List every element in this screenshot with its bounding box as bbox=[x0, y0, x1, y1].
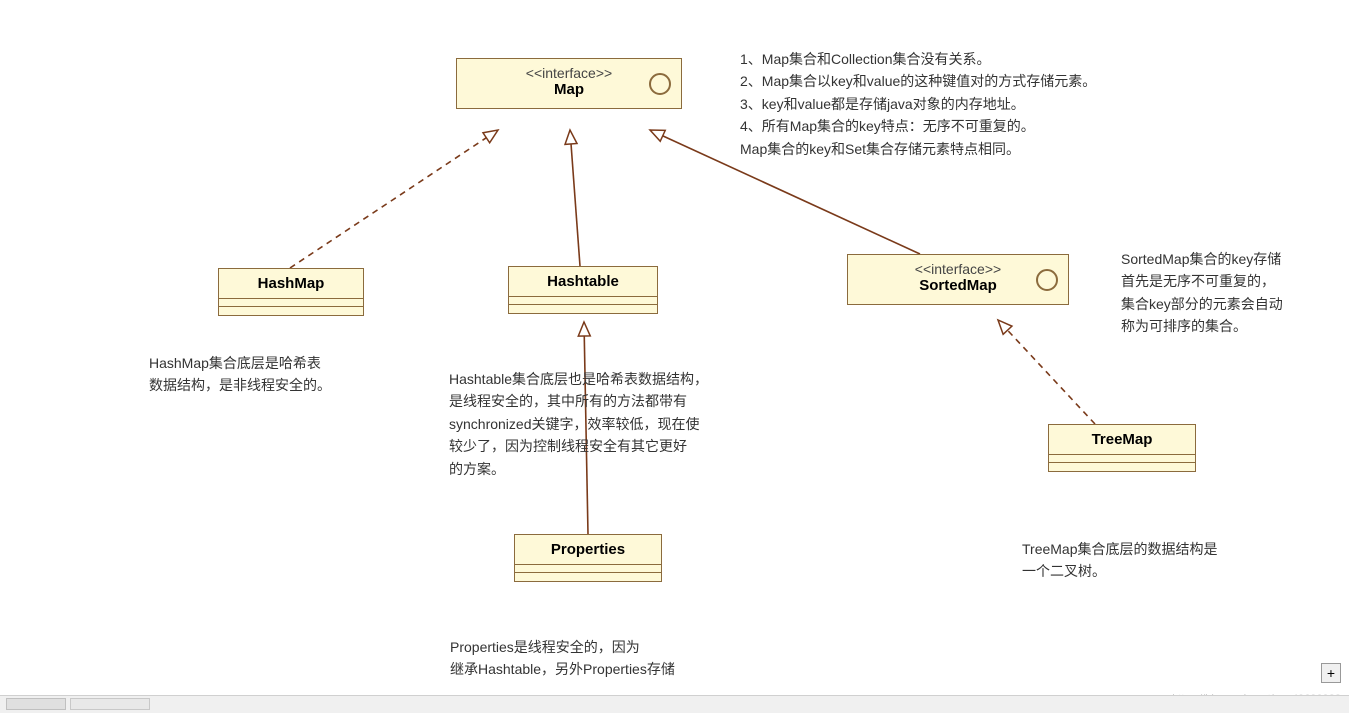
anno-line: 一个二叉树。 bbox=[1022, 560, 1218, 582]
sortedmap-name: SortedMap bbox=[860, 277, 1056, 294]
treemap-name: TreeMap bbox=[1049, 425, 1195, 455]
anno-line: 4、所有Map集合的key特点：无序不可重复的。 bbox=[740, 115, 1096, 137]
zoom-in-button[interactable]: + bbox=[1321, 663, 1341, 683]
annotation-hashtable: Hashtable集合底层也是哈希表数据结构， 是线程安全的，其中所有的方法都带… bbox=[449, 368, 708, 480]
anno-line: HashMap集合底层是哈希表 bbox=[149, 352, 331, 374]
node-hashtable-class: Hashtable bbox=[508, 266, 658, 314]
interface-circle-icon bbox=[1036, 269, 1058, 291]
uml-section bbox=[219, 299, 363, 307]
uml-section bbox=[509, 297, 657, 305]
bottom-scrollbar[interactable] bbox=[0, 695, 1349, 713]
annotation-sortedmap: SortedMap集合的key存储 首先是无序不可重复的， 集合key部分的元素… bbox=[1121, 248, 1283, 338]
edge-treemap-sortedmap bbox=[998, 320, 1095, 424]
hashtable-name: Hashtable bbox=[509, 267, 657, 297]
anno-line: Properties是线程安全的，因为 bbox=[450, 636, 675, 658]
uml-section bbox=[509, 305, 657, 313]
anno-line: 3、key和value都是存储java对象的内存地址。 bbox=[740, 93, 1096, 115]
scrollbar-segment[interactable] bbox=[70, 698, 150, 710]
properties-name: Properties bbox=[515, 535, 661, 565]
interface-circle-icon bbox=[649, 73, 671, 95]
node-properties-class: Properties bbox=[514, 534, 662, 582]
edge-hashtable-map bbox=[570, 130, 580, 266]
node-sortedmap-interface: <<interface>> SortedMap bbox=[847, 254, 1069, 305]
anno-line: 1、Map集合和Collection集合没有关系。 bbox=[740, 48, 1096, 70]
anno-line: TreeMap集合底层的数据结构是 bbox=[1022, 538, 1218, 560]
anno-line: 首先是无序不可重复的， bbox=[1121, 270, 1283, 292]
annotation-properties: Properties是线程安全的，因为 继承Hashtable，另外Proper… bbox=[450, 636, 675, 681]
anno-line: 较少了，因为控制线程安全有其它更好 bbox=[449, 435, 708, 457]
node-hashmap-class: HashMap bbox=[218, 268, 364, 316]
annotation-top-right: 1、Map集合和Collection集合没有关系。 2、Map集合以key和va… bbox=[740, 48, 1096, 160]
anno-line: 的方案。 bbox=[449, 458, 708, 480]
uml-section bbox=[1049, 455, 1195, 463]
map-stereotype: <<interface>> bbox=[469, 65, 669, 81]
uml-section bbox=[515, 573, 661, 581]
uml-section bbox=[515, 565, 661, 573]
edge-hashmap-map bbox=[290, 130, 498, 268]
anno-line: 称为可排序的集合。 bbox=[1121, 315, 1283, 337]
annotation-treemap: TreeMap集合底层的数据结构是 一个二叉树。 bbox=[1022, 538, 1218, 583]
uml-section bbox=[219, 307, 363, 315]
node-map-interface: <<interface>> Map bbox=[456, 58, 682, 109]
anno-line: Map集合的key和Set集合存储元素特点相同。 bbox=[740, 138, 1096, 160]
map-name: Map bbox=[469, 81, 669, 98]
node-treemap-class: TreeMap bbox=[1048, 424, 1196, 472]
anno-line: 集合key部分的元素会自动 bbox=[1121, 293, 1283, 315]
anno-line: 2、Map集合以key和value的这种键值对的方式存储元素。 bbox=[740, 70, 1096, 92]
anno-line: SortedMap集合的key存储 bbox=[1121, 248, 1283, 270]
sortedmap-stereotype: <<interface>> bbox=[860, 261, 1056, 277]
anno-line: 是线程安全的，其中所有的方法都带有 bbox=[449, 390, 708, 412]
annotation-hashmap: HashMap集合底层是哈希表 数据结构，是非线程安全的。 bbox=[149, 352, 331, 397]
anno-line: synchronized关键字，效率较低，现在使 bbox=[449, 413, 708, 435]
anno-line: 数据结构，是非线程安全的。 bbox=[149, 374, 331, 396]
hashmap-name: HashMap bbox=[219, 269, 363, 299]
uml-section bbox=[1049, 463, 1195, 471]
diagram-canvas: <<interface>> Map HashMap Hashtable <<in… bbox=[0, 0, 1349, 713]
anno-line: Hashtable集合底层也是哈希表数据结构， bbox=[449, 368, 708, 390]
anno-line: 继承Hashtable，另外Properties存储 bbox=[450, 658, 675, 680]
scrollbar-segment[interactable] bbox=[6, 698, 66, 710]
